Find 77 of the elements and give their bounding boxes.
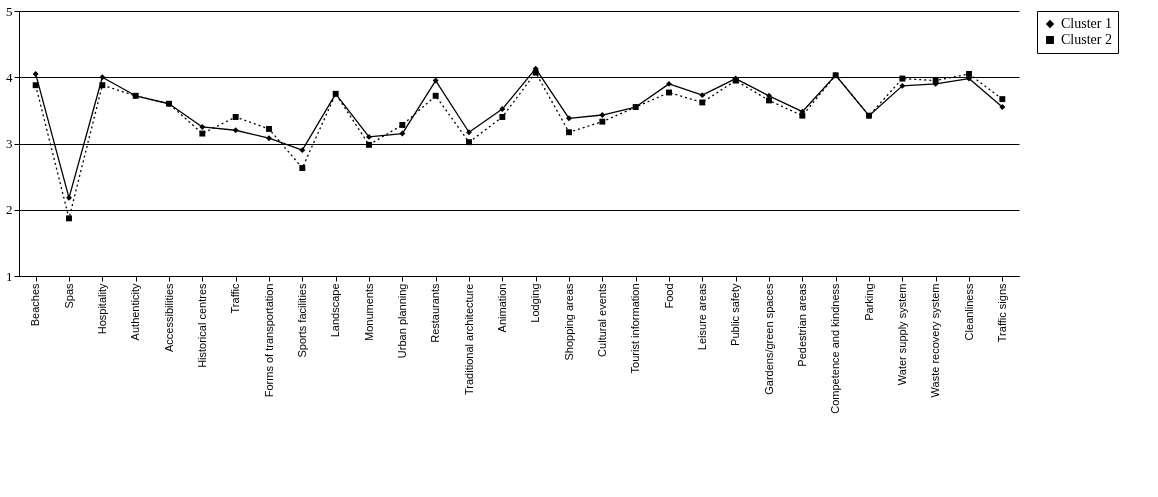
point [266, 125, 272, 132]
point [566, 115, 572, 122]
point [999, 104, 1006, 111]
x-tick-label: Traffic signs [995, 283, 1008, 343]
point [66, 215, 72, 222]
point [232, 114, 239, 120]
point [799, 112, 806, 119]
point [99, 82, 106, 89]
point [399, 121, 406, 128]
x-tick-label: Spas [62, 283, 75, 309]
point [432, 77, 439, 84]
point [32, 82, 39, 89]
point [899, 82, 906, 89]
point [199, 123, 206, 130]
point [399, 130, 406, 137]
point [99, 74, 106, 81]
x-tick-label: Shopping areas [562, 283, 575, 361]
point [566, 129, 572, 136]
x-tick-label: Cultural events [595, 283, 608, 357]
point [599, 112, 606, 118]
y-tick-label: 4 [6, 69, 13, 85]
legend-label: Cluster 2 [1061, 32, 1112, 47]
x-tick-label: Sports facilities [295, 283, 308, 358]
legend-label: Cluster 1 [1061, 16, 1112, 31]
point [999, 96, 1006, 103]
point [599, 118, 606, 125]
x-tick-label: Beaches [29, 283, 42, 327]
x-tick-label: Authenticity [129, 283, 142, 341]
x-tick-label: Parking [862, 283, 875, 321]
point [666, 80, 672, 87]
x-tick-label: Lodging [529, 283, 542, 323]
point [966, 70, 972, 77]
x-tick-label: Monuments [362, 283, 375, 341]
x-tick-label: Landscape [329, 283, 342, 338]
point [499, 106, 506, 113]
point [899, 75, 906, 82]
x-tick-label: Food [662, 283, 675, 309]
x-tick-label: Waste recovery system [929, 283, 942, 398]
point [266, 135, 272, 142]
y-tick-label: 5 [6, 3, 13, 19]
point [699, 99, 706, 106]
x-tick-label: Historical centres [195, 283, 208, 368]
point [299, 165, 306, 171]
x-tick-label: Cleanliness [962, 283, 975, 341]
point [199, 130, 206, 137]
x-tick-label: Traditional architecture [462, 283, 475, 395]
x-tick-label: Animation [495, 283, 508, 333]
y-tick-label: 3 [6, 136, 13, 151]
x-tick-label: Water supply system [895, 283, 908, 386]
x-tick-label: Gardens/green spaces [762, 283, 775, 395]
point [699, 92, 706, 99]
x-tick-label: Hospitality [95, 283, 108, 335]
x-tick-label: Urban planning [395, 283, 408, 359]
x-tick-label: Tourist information [629, 283, 642, 374]
point [232, 127, 239, 134]
point [532, 69, 539, 76]
x-tick-label: Public safety [729, 283, 742, 346]
x-tick-label: Competence and kindness [829, 283, 842, 414]
point [66, 194, 72, 201]
y-tick-label: 1 [6, 268, 13, 284]
point [32, 70, 39, 77]
point [432, 92, 439, 99]
point [366, 141, 372, 148]
point [832, 72, 839, 79]
point [366, 133, 372, 140]
x-tick-label: Pedestrian areas [795, 283, 808, 367]
x-tick-label: Accessibilities [162, 283, 175, 352]
x-tick-label: Restaurants [429, 283, 442, 343]
x-tick-label: Traffic [229, 283, 242, 314]
point [466, 139, 472, 146]
point [299, 147, 306, 154]
x-tick-label: Forms of transportation [262, 283, 275, 398]
point [499, 114, 506, 120]
y-tick-label: 2 [6, 202, 13, 218]
point [466, 129, 472, 136]
x-tick-label: Leisure areas [695, 283, 708, 351]
point [766, 97, 772, 104]
